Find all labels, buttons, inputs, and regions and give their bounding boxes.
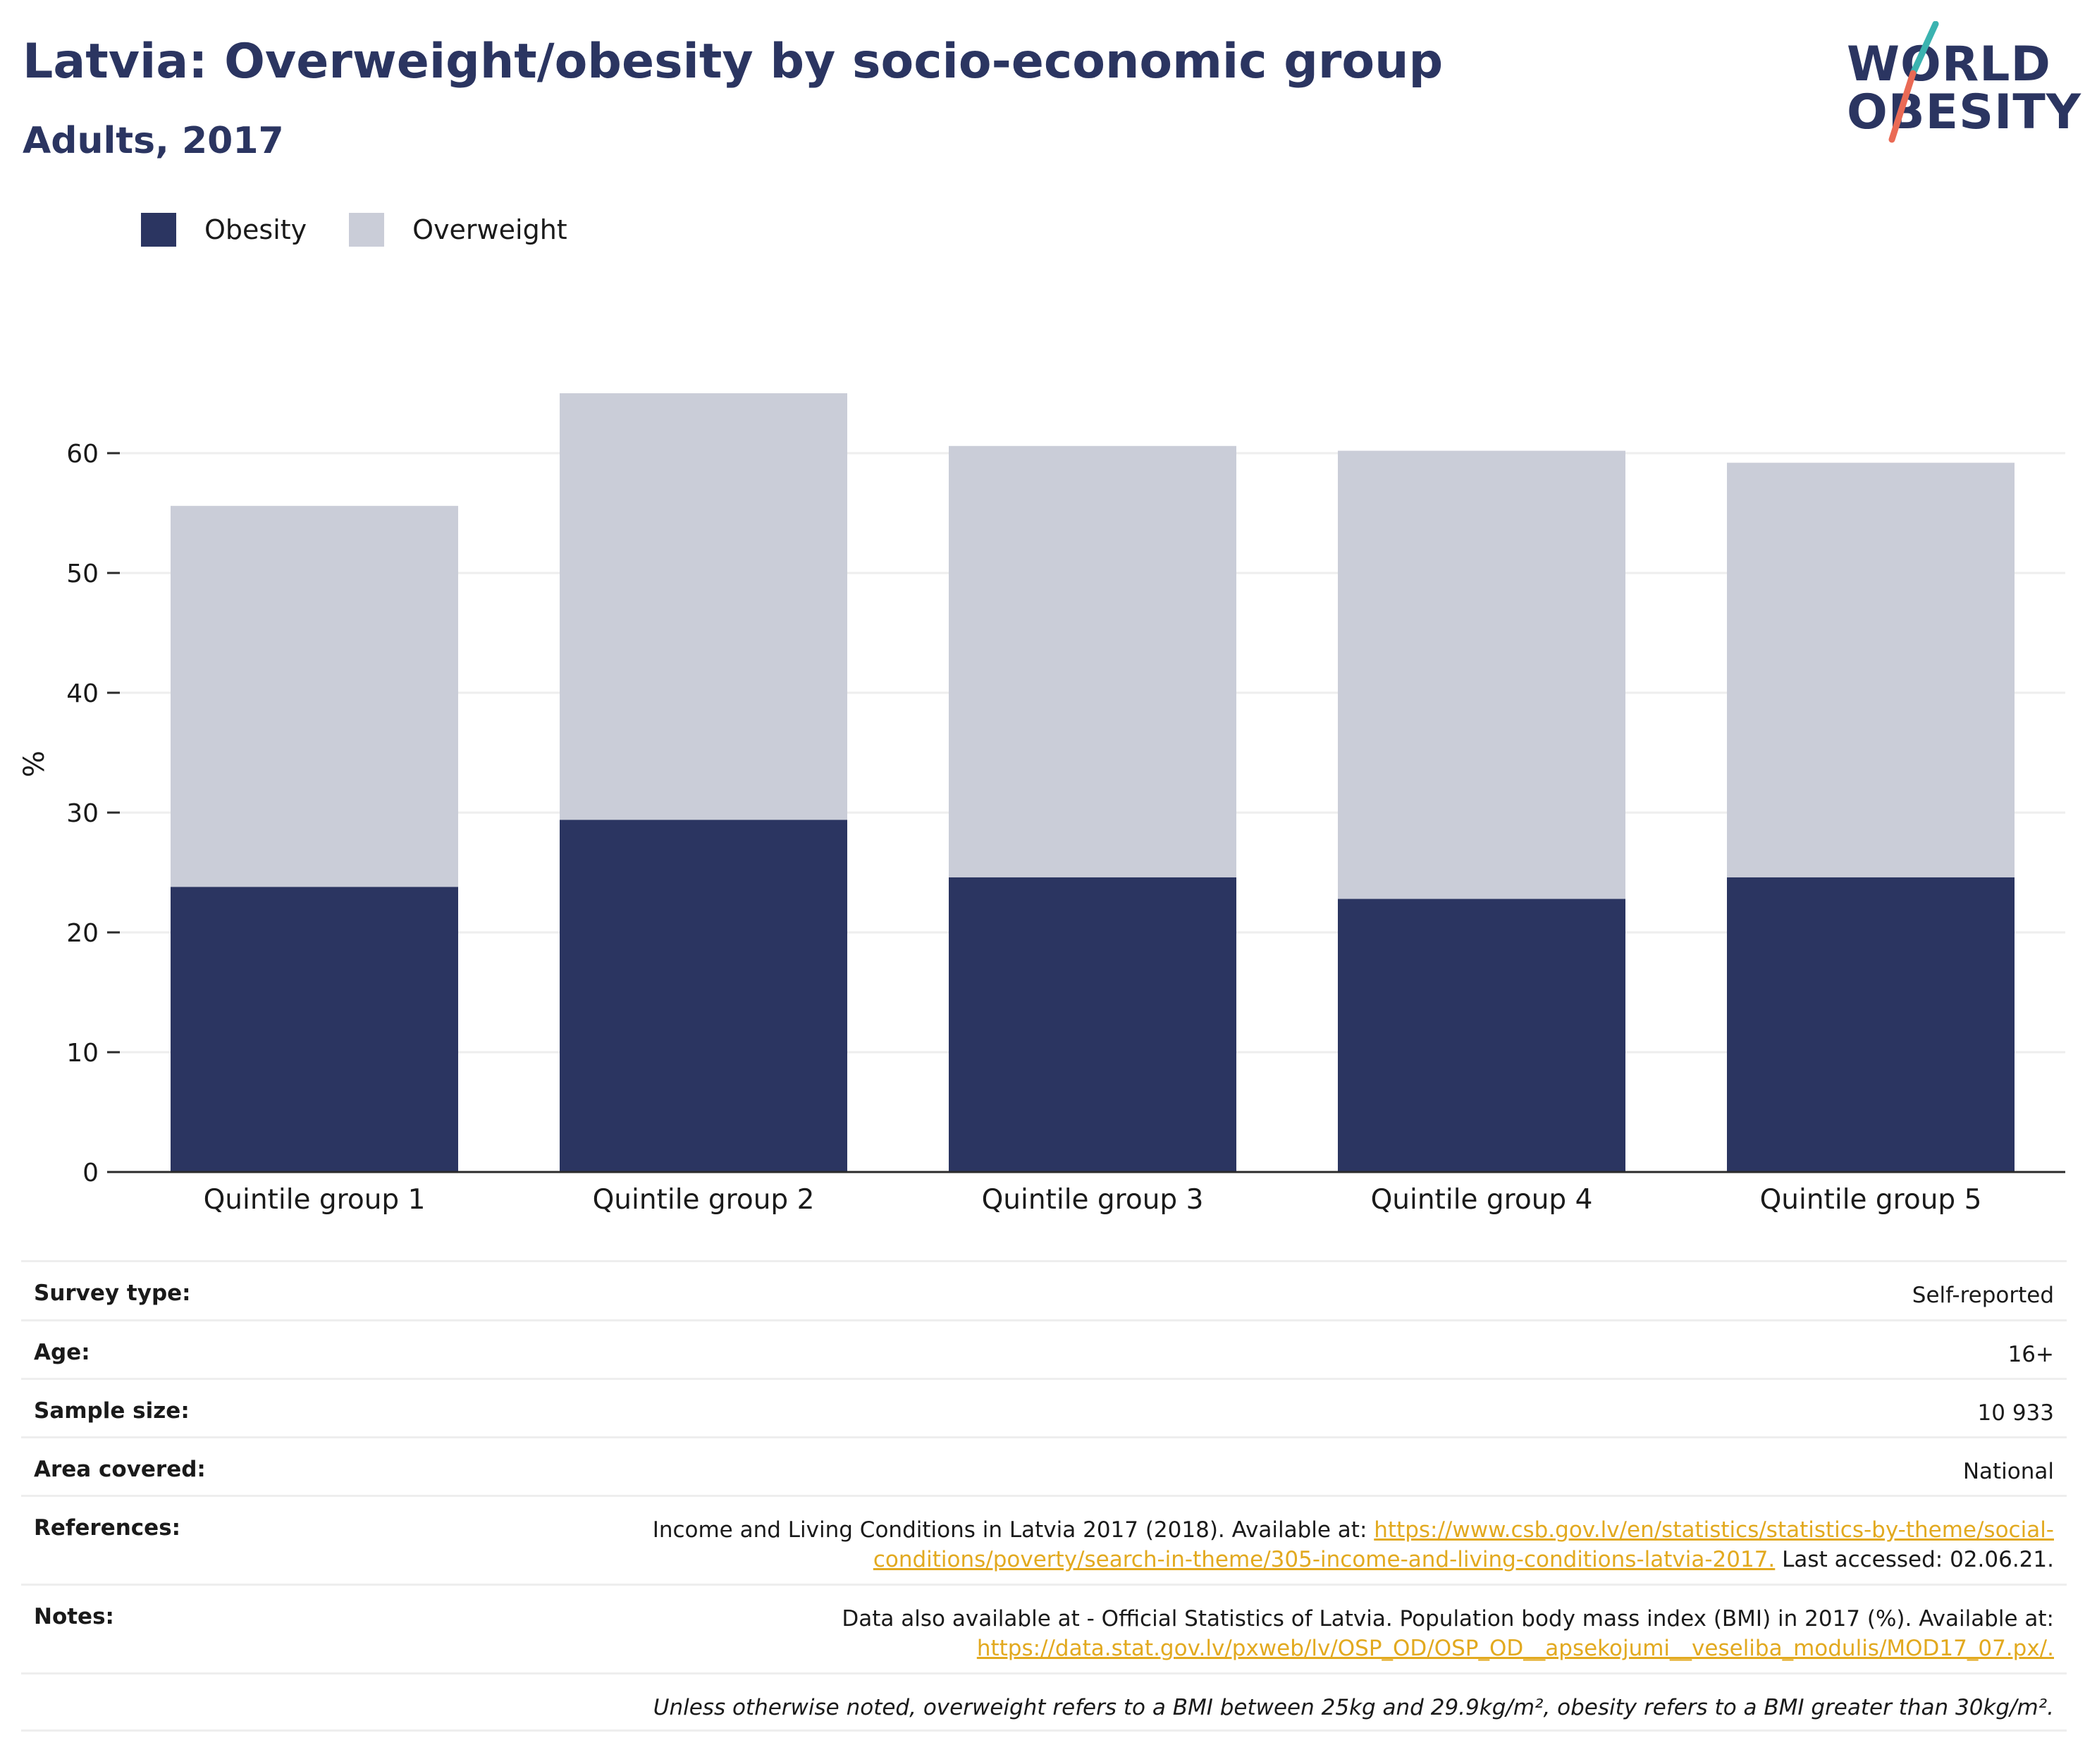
area-value: National bbox=[1962, 1459, 2054, 1484]
info-row-notes: Notes: Data also available at - Official… bbox=[21, 1584, 2067, 1672]
logo-slash-icon bbox=[1888, 21, 1939, 143]
bmi-footnote: Unless otherwise noted, overweight refer… bbox=[653, 1695, 2054, 1720]
x-tick-label: Quintile group 3 bbox=[982, 1184, 1204, 1216]
legend-item-overweight[interactable]: Overweight bbox=[349, 213, 567, 247]
bar-overweight-5[interactable] bbox=[1727, 462, 2015, 877]
legend-label-overweight: Overweight bbox=[412, 214, 567, 245]
legend-swatch-obesity bbox=[141, 213, 176, 247]
area-label: Area covered: bbox=[34, 1457, 206, 1482]
chart-subtitle: Adults, 2017 bbox=[23, 120, 284, 162]
world-obesity-logo: WORLD OBESITY bbox=[1833, 21, 2081, 148]
references-link-part2[interactable]: conditions/poverty/search-in-theme/305-i… bbox=[873, 1547, 1776, 1572]
info-row-survey-type: Survey type: Self-reported bbox=[21, 1260, 2067, 1319]
legend-item-obesity[interactable]: Obesity bbox=[141, 213, 307, 247]
bars bbox=[171, 393, 2015, 1172]
bar-overweight-3[interactable] bbox=[949, 445, 1236, 877]
chart-title: Latvia: Overweight/obesity by socio-econ… bbox=[23, 34, 1444, 90]
y-axis-label: % bbox=[18, 751, 51, 777]
bar-overweight-2[interactable] bbox=[560, 393, 847, 820]
bar-overweight-1[interactable] bbox=[171, 505, 458, 887]
x-tick-label: Quintile group 4 bbox=[1371, 1184, 1593, 1216]
references-text: Income and Living Conditions in Latvia 2… bbox=[652, 1517, 1374, 1543]
y-tick-label: 40 bbox=[66, 679, 99, 708]
references-accessed: Last accessed: 02.06.21. bbox=[1775, 1547, 2054, 1572]
logo-word-world: WORLD bbox=[1847, 37, 2051, 92]
age-value: 16+ bbox=[2007, 1342, 2054, 1367]
y-tick-label: 20 bbox=[66, 919, 99, 948]
info-row-footnote: Unless otherwise noted, overweight refer… bbox=[21, 1672, 2067, 1732]
bar-obesity-5[interactable] bbox=[1727, 877, 2015, 1172]
legend-swatch-overweight bbox=[349, 213, 385, 247]
bar-obesity-1[interactable] bbox=[171, 887, 458, 1172]
logo-word-obesity: OBESITY bbox=[1847, 85, 2081, 140]
notes-label: Notes: bbox=[34, 1604, 114, 1629]
sample-size-value: 10 933 bbox=[1977, 1400, 2054, 1426]
info-row-references: References: Income and Living Conditions… bbox=[21, 1495, 2067, 1584]
legend-label-obesity: Obesity bbox=[204, 214, 307, 245]
bar-obesity-3[interactable] bbox=[949, 877, 1236, 1172]
survey-type-label: Survey type: bbox=[34, 1281, 191, 1306]
survey-type-value: Self-reported bbox=[1912, 1283, 2054, 1308]
bar-chart: 0 10 20 30 40 50 60 Quintile group 1 Quintile gr… bbox=[18, 393, 2065, 1216]
y-tick-label: 50 bbox=[66, 560, 99, 588]
bar-overweight-4[interactable] bbox=[1338, 450, 1625, 899]
y-tick-label: 0 bbox=[82, 1159, 99, 1188]
y-tick-label: 10 bbox=[66, 1039, 99, 1068]
x-tick-label: Quintile group 2 bbox=[593, 1184, 815, 1216]
chart-legend: Obesity Overweight bbox=[141, 209, 610, 251]
bar-obesity-4[interactable] bbox=[1338, 899, 1625, 1172]
info-row-age: Age: 16+ bbox=[21, 1319, 2067, 1378]
info-row-area: Area covered: National bbox=[21, 1436, 2067, 1495]
notes-text: Data also available at - Official Statis… bbox=[842, 1606, 2054, 1632]
y-tick-label: 60 bbox=[66, 440, 99, 469]
x-tick-label: Quintile group 5 bbox=[1760, 1184, 1982, 1216]
notes-value: Data also available at - Official Statis… bbox=[842, 1604, 2054, 1663]
x-tick-label: Quintile group 1 bbox=[204, 1184, 426, 1216]
references-label: References: bbox=[34, 1515, 181, 1541]
bar-obesity-2[interactable] bbox=[560, 820, 847, 1172]
references-link-part1[interactable]: https://www.csb.gov.lv/en/statistics/sta… bbox=[1374, 1517, 2054, 1543]
info-table: Survey type: Self-reported Age: 16+ Samp… bbox=[21, 1260, 2067, 1732]
references-value: Income and Living Conditions in Latvia 2… bbox=[653, 1515, 2054, 1574]
info-row-sample-size: Sample size: 10 933 bbox=[21, 1378, 2067, 1436]
notes-link[interactable]: https://data.stat.gov.lv/pxweb/lv/OSP_OD… bbox=[976, 1636, 2054, 1661]
axes: 0 10 20 30 40 50 60 Quintile group 1 Quintile gr… bbox=[66, 440, 2065, 1216]
sample-size-label: Sample size: bbox=[34, 1398, 190, 1424]
age-label: Age: bbox=[34, 1340, 90, 1365]
y-tick-label: 30 bbox=[66, 799, 99, 828]
